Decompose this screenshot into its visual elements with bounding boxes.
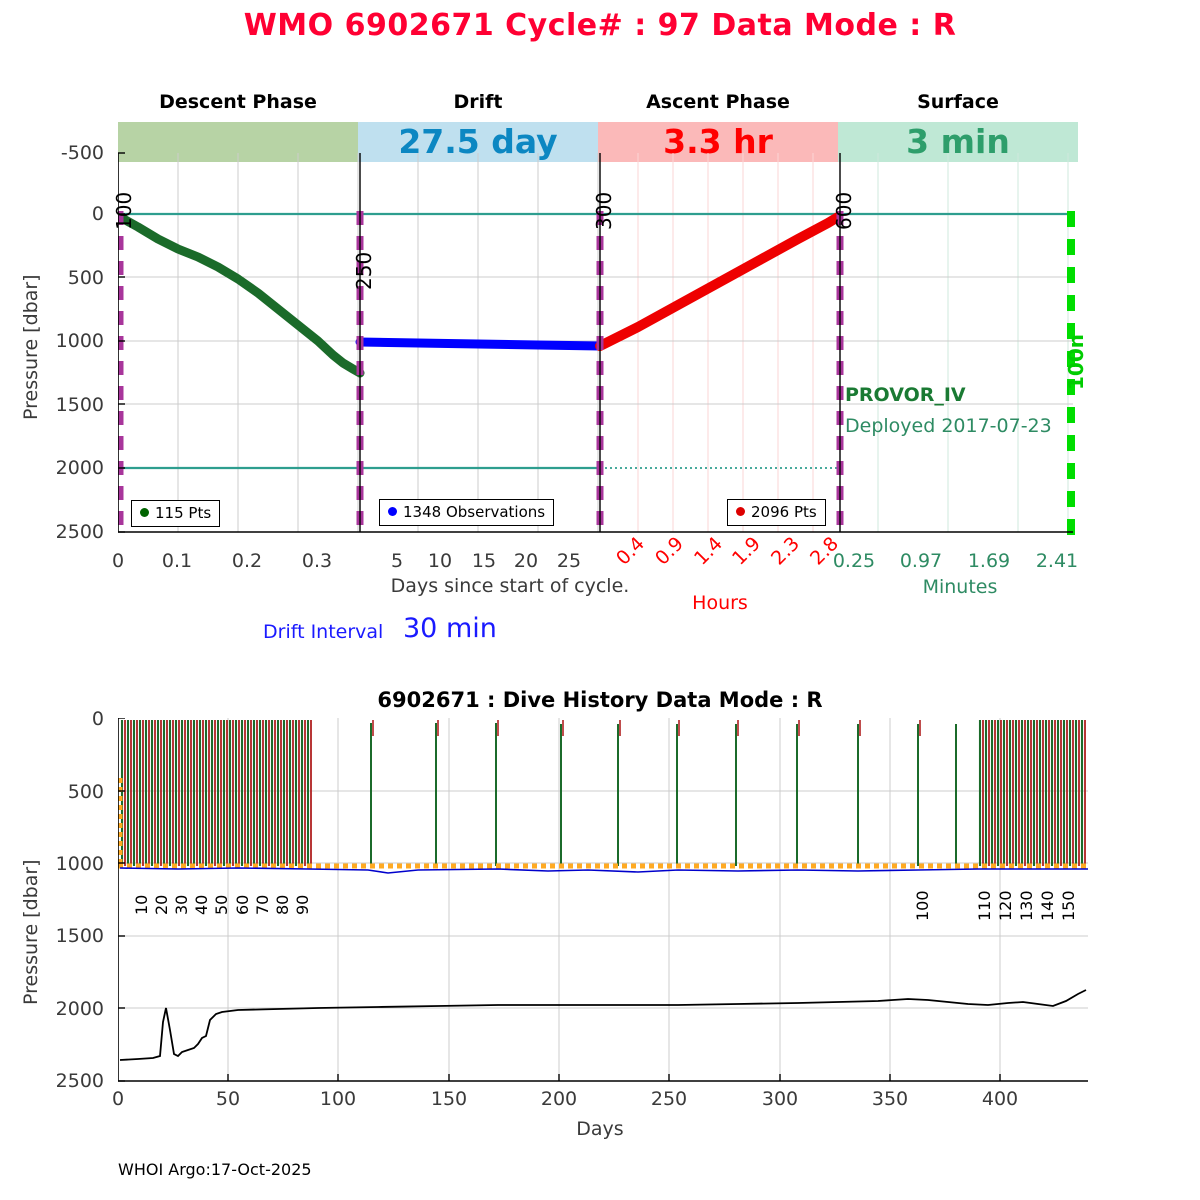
main-ytick-1: 0 <box>91 203 104 225</box>
main-ytick-6: 2500 <box>55 521 104 543</box>
drift-profile-trace <box>355 337 605 351</box>
main-xtick-days-7: 20 <box>513 550 539 572</box>
main-xtick-days-3: 0.3 <box>301 550 333 572</box>
main-xtick-days-1: 0.1 <box>161 550 193 572</box>
legend-ascent-text: 2096 Pts <box>751 503 817 521</box>
page-title: WMO 6902671 Cycle# : 97 Data Mode : R <box>243 8 957 43</box>
phase-duration-ascent: 3.3 hr <box>663 122 773 161</box>
dive-spikes-late <box>978 720 1086 866</box>
main-xtick-days-2: 0.2 <box>231 550 263 572</box>
float-deployed-label: Deployed 2017-07-23 <box>845 415 1052 437</box>
legend-descent-text: 115 Pts <box>155 504 212 522</box>
dh-ytick-3: 1500 <box>55 925 104 947</box>
ascent-profile-trace <box>595 212 843 351</box>
dh-ytick-4: 2000 <box>55 998 104 1020</box>
main-xtick-minutes-1: 0.97 <box>899 550 943 572</box>
legend-dot-blue-icon <box>388 507 397 516</box>
legend-drift-text: 1348 Observations <box>403 503 546 521</box>
footer-text: WHOI Argo:17-Oct-2025 <box>118 1160 312 1179</box>
boundary-number-100: 100 <box>112 191 136 230</box>
phase-label-drift: Drift <box>453 91 503 113</box>
dh-xtick-0: 0 <box>111 1088 125 1110</box>
drift-interval-label: Drift Interval <box>263 621 384 643</box>
main-ytick-5: 2000 <box>55 457 104 479</box>
dive-spikes-early <box>120 720 312 866</box>
dh-xaxis-label: Days <box>576 1118 624 1140</box>
cycle-label-10: 10 <box>132 894 151 915</box>
legend-drift: 1348 Observations <box>379 499 555 526</box>
phase-label-surface: Surface <box>917 91 999 113</box>
main-xtick-days-8: 25 <box>556 550 582 572</box>
dh-xtick-8: 400 <box>981 1088 1019 1110</box>
main-xtick-hours-0: 0.4 <box>612 532 649 570</box>
main-xtick-days-4: 5 <box>390 550 404 572</box>
main-xaxis-hours-label: Hours <box>692 592 748 614</box>
main-xtick-days-0: 0 <box>111 550 125 572</box>
legend-dot-green-icon <box>140 508 149 517</box>
main-xtick-minutes-2: 1.69 <box>967 550 1011 572</box>
dive-spikes-sparse <box>370 720 957 866</box>
cycle-label-90: 90 <box>293 894 312 915</box>
drift-pressure-trace <box>119 867 1088 874</box>
dive-history-chart <box>118 718 1088 1082</box>
phase-label-descent: Descent Phase <box>159 91 317 113</box>
cycle-label-150: 150 <box>1059 890 1078 921</box>
main-xtick-days-6: 15 <box>471 550 497 572</box>
main-ytick-0: -500 <box>60 142 104 164</box>
main-xtick-hours-3: 1.9 <box>728 532 765 570</box>
cycle-label-80: 80 <box>273 894 292 915</box>
legend-descent: 115 Pts <box>131 500 221 527</box>
descent-profile-trace <box>118 212 365 378</box>
max-pressure-trace <box>119 989 1087 1061</box>
legend-dot-red-icon <box>736 507 745 516</box>
boundary-number-250: 250 <box>352 251 376 290</box>
cycle-label-20: 20 <box>152 894 171 915</box>
dh-ylabel: Pressure [dbar] <box>20 859 42 1005</box>
dh-ytick-0: 0 <box>91 708 104 730</box>
boundary-number-600: 600 <box>832 191 856 230</box>
dh-ytick-1: 500 <box>67 781 104 803</box>
cycle-label-130: 130 <box>1017 890 1036 921</box>
boundary-number-300: 300 <box>592 191 616 230</box>
phase-band-drift: 27.5 day <box>358 122 598 162</box>
main-xtick-minutes-0: 0.25 <box>832 550 876 572</box>
dh-ytick-5: 2500 <box>55 1070 104 1092</box>
cycle-label-30: 30 <box>172 894 191 915</box>
cycle-label-100: 100 <box>913 890 932 921</box>
main-xtick-hours-1: 0.9 <box>651 532 688 570</box>
main-xtick-minutes-3: 2.41 <box>1035 550 1079 572</box>
cycle-label-40: 40 <box>192 894 211 915</box>
main-ytick-2: 500 <box>67 267 104 289</box>
dh-xtick-3: 150 <box>430 1088 468 1110</box>
main-xaxis-minutes-label: Minutes <box>922 576 998 598</box>
dh-xtick-5: 250 <box>650 1088 688 1110</box>
phase-label-ascent: Ascent Phase <box>646 91 790 113</box>
phase-duration-surface: 3 min <box>906 122 1010 161</box>
dh-xtick-1: 50 <box>215 1088 241 1110</box>
cycle-label-110: 110 <box>975 890 994 921</box>
main-ytick-4: 1500 <box>55 394 104 416</box>
main-xtick-hours-2: 1.4 <box>690 532 727 570</box>
cycle-label-140: 140 <box>1038 890 1057 921</box>
dive-history-title: 6902671 : Dive History Data Mode : R <box>377 688 823 712</box>
dh-xtick-4: 200 <box>540 1088 578 1110</box>
main-ytick-3: 1000 <box>55 330 104 352</box>
surface-number-label: 100n <box>1064 334 1088 390</box>
cycle-label-60: 60 <box>233 894 252 915</box>
mission-profile-chart <box>118 152 1075 535</box>
main-xtick-days-5: 10 <box>427 550 453 572</box>
main-ylabel: Pressure [dbar] <box>20 274 42 420</box>
main-xtick-hours-4: 2.3 <box>767 532 804 570</box>
dh-xtick-6: 300 <box>761 1088 799 1110</box>
legend-ascent: 2096 Pts <box>727 499 826 526</box>
drift-interval-value: 30 min <box>403 613 497 644</box>
dh-xtick-7: 350 <box>871 1088 909 1110</box>
cycle-label-70: 70 <box>253 894 272 915</box>
dh-ytick-2: 1000 <box>55 853 104 875</box>
float-model-label: PROVOR_IV <box>845 384 966 406</box>
dh-xtick-2: 100 <box>319 1088 357 1110</box>
cycle-label-50: 50 <box>212 894 231 915</box>
main-xaxis-days-label: Days since start of cycle. <box>390 575 630 597</box>
cycle-label-120: 120 <box>996 890 1015 921</box>
